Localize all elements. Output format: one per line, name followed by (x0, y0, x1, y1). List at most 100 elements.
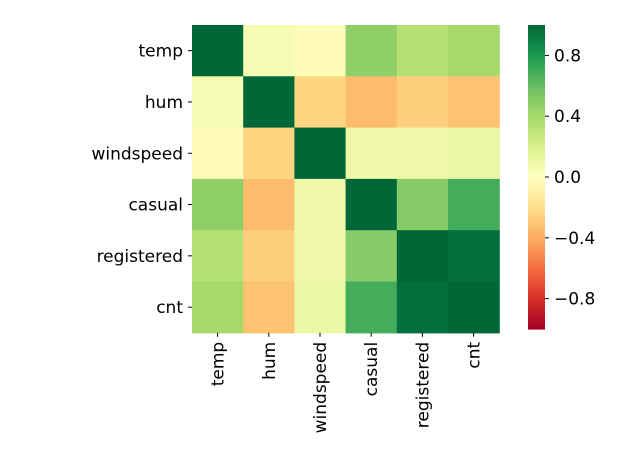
colorbar-ticks: 0.8 0.4 0.0 −0.4 −0.8 (545, 46, 595, 310)
colorbar-segment (528, 126, 545, 130)
colorbar-segment (528, 263, 545, 267)
heatmap-cell-temp-casual (345, 25, 398, 77)
colorbar-segment (528, 106, 545, 110)
row-label-registered: registered (97, 247, 183, 267)
heatmap-cell-registered-temp (192, 230, 244, 283)
colorbar-segment (528, 217, 545, 221)
colorbar-segment (528, 313, 545, 317)
colorbar-segment (528, 308, 545, 312)
colorbar-segment (528, 118, 545, 122)
heatmap-cell-casual-casual (345, 178, 398, 231)
colorbar-segment (528, 169, 545, 173)
colorbar-segment (528, 303, 545, 307)
colorbar-segment (528, 32, 545, 36)
heatmap-cell-windspeed-cnt (448, 127, 500, 180)
heatmap-cell-cnt-casual (345, 281, 398, 334)
heatmap-cell-cnt-cnt (448, 281, 500, 334)
colorbar-segment (528, 131, 545, 135)
heatmap-cell-hum-temp (192, 76, 244, 129)
colorbar-segment (528, 230, 545, 234)
colorbar-segment (528, 128, 545, 132)
heatmap-cell-hum-casual (345, 76, 398, 129)
colorbar-segment (528, 187, 545, 191)
colorbar-segment (528, 80, 545, 84)
colorbar-segment (528, 146, 545, 150)
colorbar-segment (528, 45, 545, 49)
colorbar-segment (528, 215, 545, 219)
colorbar-segment (528, 101, 545, 105)
row-label-windspeed: windspeed (91, 144, 183, 164)
colorbar-segment (528, 222, 545, 226)
colorbar-segment (528, 280, 545, 284)
colorbar-segment (528, 197, 545, 201)
colorbar-segment (528, 255, 545, 259)
colorbar-segment (528, 227, 545, 231)
row-label-cnt: cnt (156, 298, 183, 318)
colorbar-segment (528, 321, 545, 325)
heatmap-cell-casual-hum (243, 178, 295, 231)
colorbar-segment (528, 136, 545, 140)
heatmap-cell-windspeed-windspeed (294, 127, 347, 180)
colorbar-segment (528, 75, 545, 79)
colorbar-segment (528, 154, 545, 158)
column-label-casual: casual (362, 342, 382, 397)
colorbar-tick-label: 0.0 (554, 168, 581, 188)
colorbar-segment (528, 103, 545, 107)
colorbar-segment (528, 139, 545, 143)
colorbar-segment (528, 278, 545, 282)
colorbar-segment (528, 204, 545, 208)
column-label-temp: temp (209, 342, 229, 386)
colorbar-segment (528, 240, 545, 244)
colorbar-segment (528, 301, 545, 305)
heatmap-cell-registered-cnt (448, 230, 500, 283)
heatmap-cell-temp-cnt (448, 25, 500, 77)
colorbar-segment (528, 55, 545, 59)
colorbar-segment (528, 60, 545, 64)
row-labels: temp hum windspeed casual registered cnt (91, 42, 192, 318)
colorbar-segment (528, 316, 545, 320)
colorbar-segment (528, 25, 545, 29)
colorbar-segment (528, 88, 545, 92)
colorbar-segment (528, 83, 545, 87)
heatmap-cell-hum-windspeed (294, 76, 347, 129)
column-label-registered: registered (413, 342, 433, 428)
colorbar-segment (528, 141, 545, 145)
colorbar-segment (528, 164, 545, 168)
colorbar-segment (528, 123, 545, 127)
colorbar-segment (528, 212, 545, 216)
heatmap-cell-cnt-registered (396, 281, 449, 334)
colorbar-segment (528, 177, 545, 181)
heatmap-cell-windspeed-registered (396, 127, 449, 180)
colorbar-segment (528, 189, 545, 193)
colorbar-segment (528, 298, 545, 302)
colorbar-segment (528, 179, 545, 183)
colorbar-segment (528, 47, 545, 51)
colorbar-segment (528, 52, 545, 56)
colorbar-segment (528, 242, 545, 246)
heatmap-cells (192, 25, 500, 334)
colorbar-segment (528, 220, 545, 224)
heatmap-cell-cnt-hum (243, 281, 295, 334)
colorbar-tick-label: 0.4 (554, 107, 581, 127)
colorbar-segment (528, 258, 545, 262)
colorbar-segment (528, 323, 545, 328)
heatmap-cell-registered-casual (345, 230, 398, 283)
colorbar-segment (528, 207, 545, 211)
colorbar-segment (528, 235, 545, 239)
colorbar-segment (528, 108, 545, 112)
colorbar (528, 25, 545, 330)
colorbar-segment (528, 306, 545, 310)
colorbar-segment (528, 113, 545, 117)
colorbar-segment (528, 326, 545, 330)
colorbar-tick-label: −0.8 (554, 290, 595, 310)
heatmap-cell-temp-registered (396, 25, 449, 77)
colorbar-segment (528, 78, 545, 82)
colorbar-segment (528, 260, 545, 264)
colorbar-segment (528, 144, 545, 148)
colorbar-segment (528, 111, 545, 115)
colorbar-segment (528, 250, 545, 254)
colorbar-segment (528, 42, 545, 46)
colorbar-segment (528, 182, 545, 186)
heatmap-cell-registered-hum (243, 230, 295, 283)
colorbar-segment (528, 253, 545, 257)
